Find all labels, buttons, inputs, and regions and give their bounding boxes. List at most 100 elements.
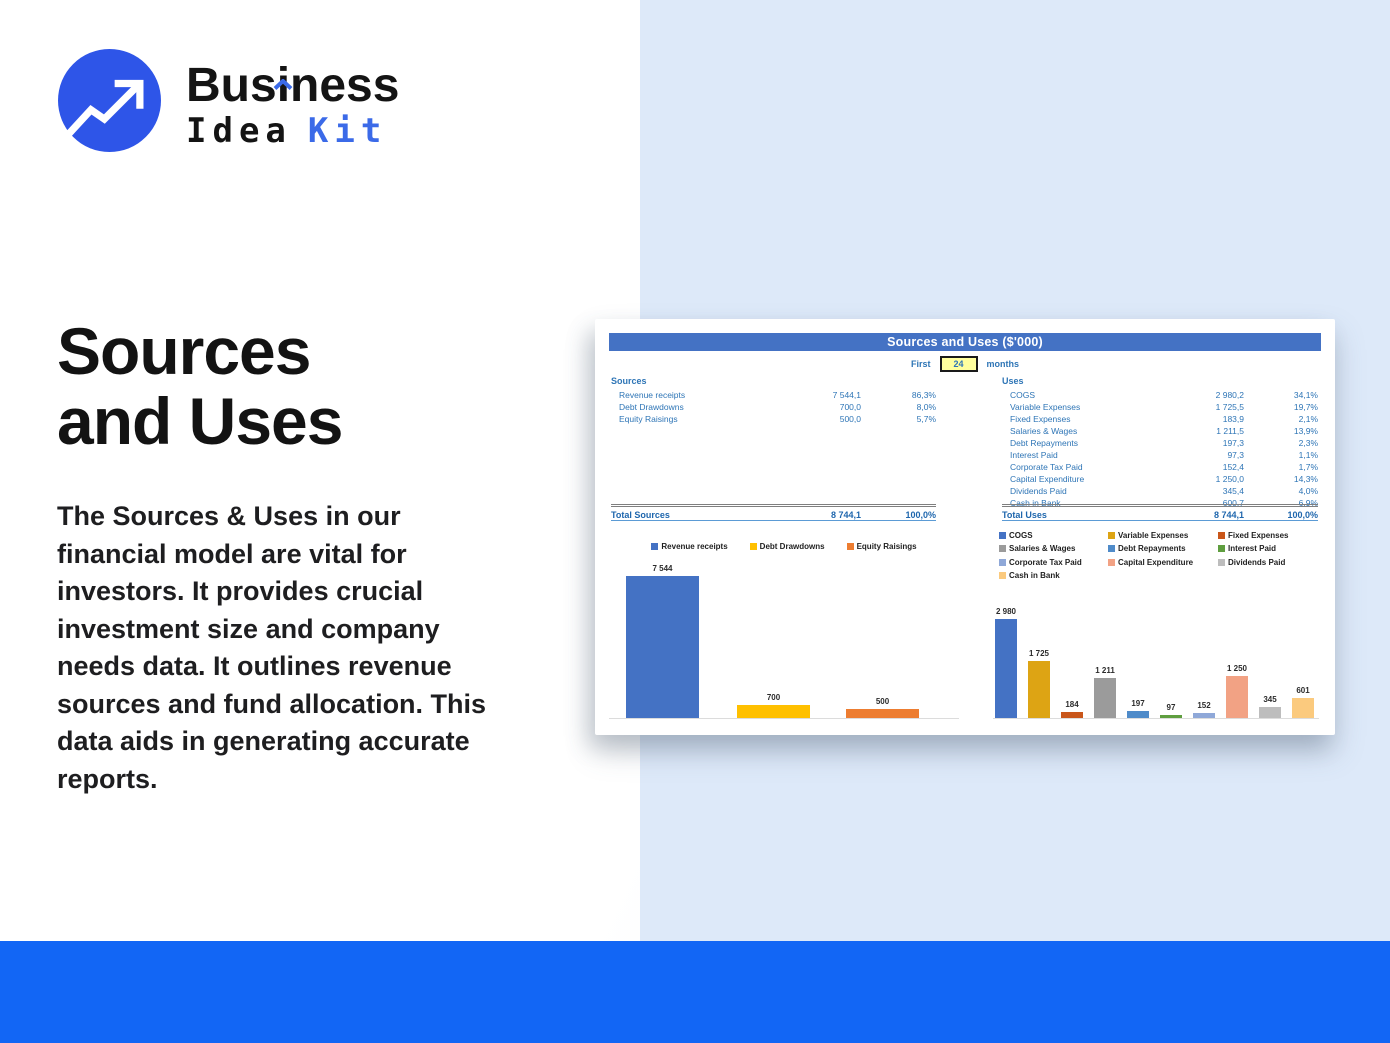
bar-value-label: 97	[1166, 703, 1176, 712]
row-label: Variable Expenses	[1010, 402, 1081, 412]
legend-item-debt-repayments: Debt Repayments	[1108, 543, 1218, 555]
brand-subtitle: Idea Kit	[186, 111, 388, 151]
row-value: 600,7	[1222, 498, 1244, 508]
row-value: 500,0	[839, 414, 861, 424]
table-row: Interest Paid 97,3 1,1%	[1002, 449, 1318, 461]
bar-revenue-receipts	[626, 576, 699, 718]
period-label-first: First	[910, 359, 931, 369]
row-percent: 13,9%	[1293, 426, 1318, 436]
page-title: Sources and Uses	[57, 314, 343, 458]
legend-swatch	[1108, 545, 1115, 552]
row-value: 1 725,5	[1215, 402, 1244, 412]
row-label: Debt Repayments	[1010, 438, 1079, 448]
bar-debt-drawdowns	[737, 705, 810, 718]
dashboard-title: Sources and Uses ($'000)	[609, 333, 1321, 351]
row-percent: 1,1%	[1298, 450, 1318, 460]
row-percent: 14,3%	[1293, 474, 1318, 484]
bar-value-label: 7 544	[652, 564, 673, 573]
sources-table: Sources Revenue receipts 7 544,1 86,3% Debt…	[611, 376, 936, 425]
bar-value-label: 2 980	[995, 607, 1017, 616]
bar-capital-expenditure	[1226, 676, 1248, 718]
bar-value-label: 152	[1197, 701, 1211, 710]
legend-swatch	[1108, 558, 1115, 566]
row-percent: 19,7%	[1293, 402, 1318, 412]
legend-label: Equity Raisings	[856, 541, 917, 551]
table-row: Cash in Bank 600,7 6,9%	[1002, 497, 1318, 509]
legend-swatch	[1218, 558, 1225, 566]
bar-value-label: 1 725	[1028, 649, 1050, 658]
table-row: Debt Drawdowns 700,0 8,0%	[611, 401, 936, 413]
legend-label: Debt Repayments	[1118, 544, 1186, 553]
bar-value-label: 1 250	[1226, 664, 1248, 673]
row-percent: 4,0%	[1298, 486, 1318, 496]
bar-value-label: 1 211	[1095, 666, 1115, 675]
table-row: Equity Raisings 500,0 5,7%	[611, 413, 936, 425]
legend-label: Dividends Paid	[1228, 557, 1286, 567]
legend-item-revenue-receipts: Revenue receipts	[651, 540, 728, 552]
bar-fixed-expenses	[1061, 712, 1083, 718]
legend-item-cogs: COGS	[999, 529, 1108, 541]
legend-item-fixed-expenses: Fixed Expenses	[1218, 529, 1326, 541]
bar-cogs	[995, 619, 1017, 718]
row-percent: 34,1%	[1293, 390, 1318, 400]
legend-swatch	[999, 531, 1006, 539]
legend-item-cash-in-bank: Cash in Bank	[999, 570, 1108, 582]
bar-corporate-tax-paid	[1193, 713, 1215, 718]
legend-swatch	[749, 542, 757, 550]
brand-logo: Busi ness Idea Kit	[58, 49, 399, 152]
legend-item-variable-expenses: Variable Expenses	[1108, 529, 1218, 541]
legend-item-capital-expenditure: Capital Expenditure	[1108, 556, 1218, 568]
bar-dividends-paid	[1259, 707, 1281, 718]
table-row: Dividends Paid 345,4 4,0%	[1002, 485, 1318, 497]
legend-item-interest-paid: Interest Paid	[1218, 543, 1326, 555]
bar-value-label: 500	[875, 697, 890, 706]
legend-swatch	[651, 542, 659, 550]
row-percent: 86,3%	[911, 390, 936, 400]
period-input[interactable]: 24	[939, 356, 978, 372]
row-value: 152,4	[1222, 462, 1244, 472]
legend-label: Interest Paid	[1228, 544, 1277, 553]
row-value: 1 250,0	[1215, 474, 1244, 484]
brand-name: Busi ness	[186, 62, 399, 110]
total-uses-row: Total Uses 8 744,1 100,0%	[1002, 504, 1318, 521]
legend-swatch	[999, 545, 1006, 552]
row-label: Capital Expenditure	[1010, 474, 1085, 484]
uses-table: Uses COGS 2 980,2 34,1% Variable Expenses 1 …	[1002, 376, 1318, 509]
row-value: 7 544,1	[832, 390, 861, 400]
uses-heading: Uses	[1002, 376, 1024, 386]
legend-item-salaries-wages: Salaries & Wages	[999, 543, 1108, 555]
bar-value-label: 345	[1263, 695, 1277, 704]
trending-up-icon	[58, 49, 161, 152]
legend-item-equity-raisings: Equity Raisings	[846, 540, 917, 552]
table-row: Variable Expenses 1 725,5 19,7%	[1002, 401, 1318, 413]
bar-variable-expenses	[1028, 661, 1050, 718]
row-label: Cash in Bank	[1010, 498, 1061, 508]
table-row: Debt Repayments 197,3 2,3%	[1002, 437, 1318, 449]
bar-value-label: 601	[1296, 686, 1310, 695]
row-label: Fixed Expenses	[1010, 414, 1071, 424]
bar-value-label: 184	[1065, 700, 1079, 709]
legend-swatch	[999, 572, 1006, 579]
row-label: Interest Paid	[1010, 450, 1058, 460]
sources-chart-legend: Revenue receipts Debt Drawdowns Equity Rai…	[609, 540, 959, 552]
bar-value-label: 700	[766, 693, 781, 702]
row-label: Corporate Tax Paid	[1010, 462, 1083, 472]
table-row: Salaries & Wages 1 211,5 13,9%	[1002, 425, 1318, 437]
uses-chart-legend: COGS Variable Expenses Fixed Expenses Salar…	[999, 529, 1329, 582]
bar-salaries-wages	[1094, 678, 1116, 718]
row-value: 2 980,2	[1215, 390, 1244, 400]
table-row: Capital Expenditure 1 250,0 14,3%	[1002, 473, 1318, 485]
row-percent: 6,9%	[1298, 498, 1318, 508]
legend-label: Salaries & Wages	[1009, 544, 1076, 553]
legend-item-corporate-tax-paid: Corporate Tax Paid	[999, 556, 1108, 568]
bottom-accent-bar	[0, 941, 1390, 1043]
legend-swatch	[999, 558, 1006, 566]
legend-label: Corporate Tax Paid	[1009, 557, 1082, 567]
dashboard-card: Sources and Uses ($'000) First 24 months…	[595, 319, 1335, 735]
row-percent: 2,1%	[1298, 414, 1318, 424]
row-label: Revenue receipts	[619, 390, 686, 400]
row-value: 345,4	[1222, 486, 1244, 496]
legend-label: Variable Expenses	[1118, 530, 1189, 540]
bar-value-label: 197	[1131, 699, 1145, 708]
sources-rows: Revenue receipts 7 544,1 86,3% Debt Drawdow…	[611, 389, 936, 425]
